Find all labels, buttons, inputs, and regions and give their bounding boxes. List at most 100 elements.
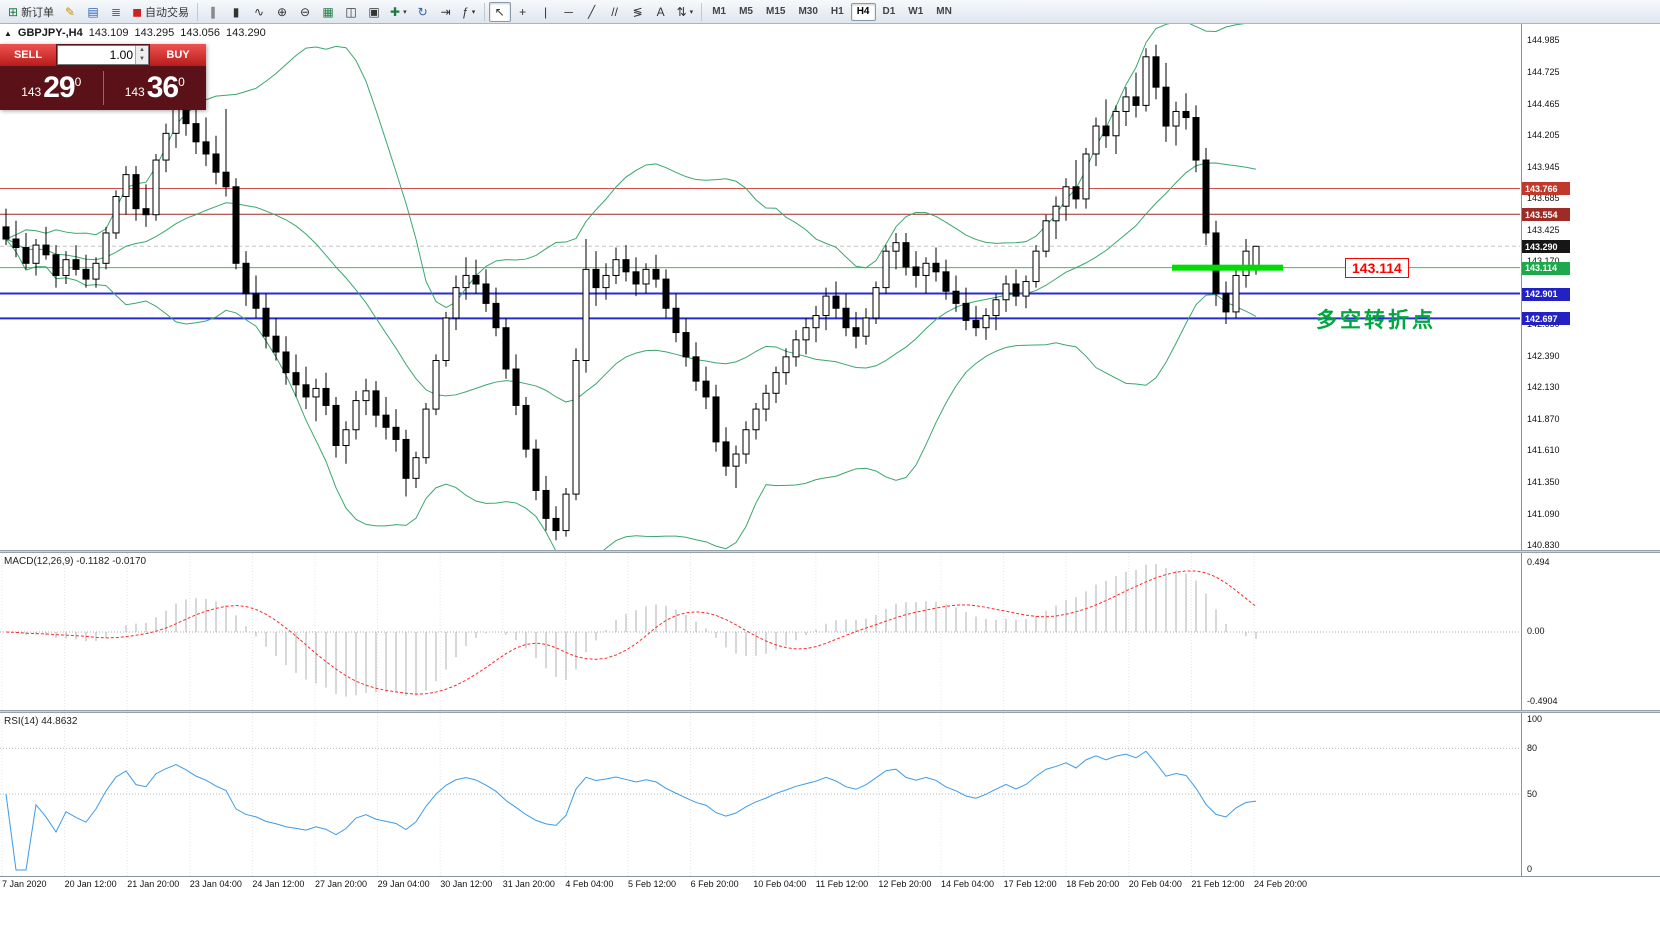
time-axis-label: 4 Feb 04:00	[565, 879, 614, 889]
buy-button[interactable]: BUY	[150, 44, 206, 66]
timeframe-m15-button[interactable]: M15	[766, 6, 786, 17]
ohlc-close: 143.290	[226, 27, 266, 39]
turning-point-note[interactable]: 多空转折点	[1316, 309, 1436, 333]
sell-price[interactable]: 143 29 0	[0, 66, 103, 110]
trendline-icon: ╱	[587, 4, 596, 19]
price-axis-tick: 144.725	[1527, 66, 1560, 77]
timeframe-h4-button[interactable]: H4	[850, 2, 876, 21]
vline-icon: |	[544, 4, 548, 19]
time-axis-label: 23 Jan 04:00	[189, 879, 242, 889]
macd-axis-tick: -0.4904	[1527, 696, 1558, 706]
price-axis-tick: 141.090	[1527, 508, 1560, 519]
auto-trading-button[interactable]: ◼ 自动交易	[128, 2, 193, 22]
fibonacci-button[interactable]: ≶	[627, 2, 649, 22]
rsi-axis-tick: 100	[1527, 714, 1543, 724]
timeframe-mn-button[interactable]: MN	[936, 6, 952, 17]
tile-windows-button[interactable]: ◫	[340, 2, 362, 22]
symbol-info: ▲ GBPJPY-,H4 143.109 143.295 143.056 143…	[4, 27, 266, 39]
arrows-button[interactable]: ⇅ ▾	[673, 2, 698, 22]
new-order-button[interactable]: ⊞ 新订单	[4, 2, 58, 22]
data-window-icon: ▤	[87, 4, 99, 19]
channel-button[interactable]: //	[604, 2, 626, 22]
time-axis-label: 31 Jan 20:00	[502, 879, 555, 889]
macd-label: MACD(12,26,9) -0.1182 -0.0170	[4, 556, 147, 567]
cascade-windows-button[interactable]: ▣	[363, 2, 385, 22]
sell-price-small: 143	[21, 85, 42, 99]
toolbar: ⊞ 新订单 ✎ ▤ ≣ ◼ 自动交易 ∥ ▮ ∿ ⊕ ⊖ ▦ ◫ ▣ ✚ ▾ ↻ ⇥ ƒ ▾ ↖ + | ─ ╱//≶ A ⇅ ▾ M1 M…	[0, 0, 1660, 24]
metaeditor-button[interactable]: ✎	[59, 2, 81, 22]
chart-shift-icon: ⇥	[440, 4, 451, 19]
spin-down-icon[interactable]: ▼	[136, 55, 148, 64]
grid-icon: ▦	[322, 4, 334, 19]
metaeditor-icon: ✎	[65, 4, 76, 19]
trendline-button[interactable]: ╱	[581, 2, 603, 22]
volume-input[interactable]	[58, 46, 135, 64]
tile-icon: ◫	[345, 4, 357, 19]
time-axis-label: 21 Feb 12:00	[1191, 879, 1245, 889]
collapse-arrow-icon[interactable]: ▲	[4, 28, 12, 38]
spin-up-icon[interactable]: ▲	[136, 46, 148, 55]
auto-scroll-button[interactable]: ↻	[412, 2, 434, 22]
volume-spinner[interactable]: ▲ ▼	[135, 46, 148, 64]
new-chart-button[interactable]: ✚ ▾	[386, 2, 411, 22]
horizontal-line-button[interactable]: ─	[558, 2, 580, 22]
timeframe-w1-button[interactable]: W1	[908, 6, 924, 17]
dropdown-arrow-icon: ▾	[403, 8, 407, 16]
time-axis-label: 7 Jan 2020	[2, 879, 47, 889]
timeframe-m1-button[interactable]: M1	[712, 6, 727, 17]
grid-button[interactable]: ▦	[317, 2, 339, 22]
quote-prices: 143 29 0 143 36 0	[0, 66, 206, 110]
chart-shift-button[interactable]: ⇥	[435, 2, 457, 22]
timeframe-d1-button[interactable]: D1	[882, 6, 896, 17]
ohlc-low: 143.056	[180, 27, 221, 39]
price-axis-tick: 142.390	[1527, 350, 1560, 361]
dropdown-arrow-icon: ▾	[471, 8, 476, 16]
data-window-button[interactable]: ▤	[82, 2, 104, 22]
ohlc-high: 143.295	[134, 27, 175, 39]
time-axis-label: 12 Feb 20:00	[878, 879, 932, 889]
time-axis-label: 5 Feb 12:00	[628, 879, 677, 889]
bar-chart-button[interactable]: ∥	[202, 2, 224, 22]
time-axis-label: 20 Feb 04:00	[1128, 879, 1182, 889]
text-button[interactable]: A	[650, 2, 672, 22]
time-axis-label: 27 Jan 20:00	[315, 879, 368, 889]
price-axis-tick: 144.985	[1527, 35, 1560, 46]
macd-axis-tick: 0.494	[1527, 557, 1550, 567]
time-axis-label: 24 Jan 12:00	[252, 879, 305, 889]
candlestick-icon: ▮	[232, 4, 240, 19]
auto-trading-icon: ◼	[132, 4, 143, 19]
zoom-out-button[interactable]: ⊖	[294, 2, 316, 22]
panel-splitter[interactable]	[0, 710, 1660, 713]
price-axis-tick: 144.465	[1527, 98, 1560, 109]
buy-price-big: 36	[146, 71, 179, 104]
vertical-line-button[interactable]: |	[535, 2, 557, 22]
crosshair-button[interactable]: +	[512, 2, 534, 22]
fibonacci-icon: ≶	[632, 4, 643, 19]
cursor-button[interactable]: ↖	[488, 1, 511, 22]
time-axis-label: 29 Jan 04:00	[377, 879, 430, 889]
timeframe-m5-button[interactable]: M5	[739, 6, 753, 17]
rsi-axis-tick: 0	[1527, 864, 1533, 874]
price-level-badge: 142.697	[1522, 312, 1570, 326]
price-axis-tick: 141.610	[1527, 445, 1560, 456]
candlestick-chart-button[interactable]: ▮	[225, 2, 247, 22]
indicators-button[interactable]: ƒ ▾	[458, 2, 480, 22]
price-axis-tick: 142.130	[1527, 382, 1560, 393]
arrows-icon: ⇅	[676, 4, 687, 19]
buy-price[interactable]: 143 36 0	[104, 66, 207, 110]
macd-axis-tick: 0.00	[1527, 626, 1545, 636]
toolbar-separator	[197, 2, 199, 21]
line-chart-button[interactable]: ∿	[248, 2, 270, 22]
timeframe-m30-button[interactable]: M30	[798, 6, 818, 17]
timeframe-h1-button[interactable]: H1	[830, 6, 844, 17]
panel-splitter[interactable]	[0, 550, 1660, 553]
market-depth-button[interactable]: ≣	[105, 2, 127, 22]
toolbar-separator	[701, 2, 703, 21]
new-order-label: 新订单	[21, 6, 55, 19]
price-annotation[interactable]: 143.114	[1345, 257, 1409, 278]
sell-button[interactable]: SELL	[0, 44, 56, 66]
rsi-axis-tick: 80	[1527, 743, 1538, 754]
zoom-in-button[interactable]: ⊕	[271, 2, 293, 22]
price-level-badge: 143.114	[1522, 261, 1570, 275]
hline-icon: ─	[564, 4, 573, 19]
